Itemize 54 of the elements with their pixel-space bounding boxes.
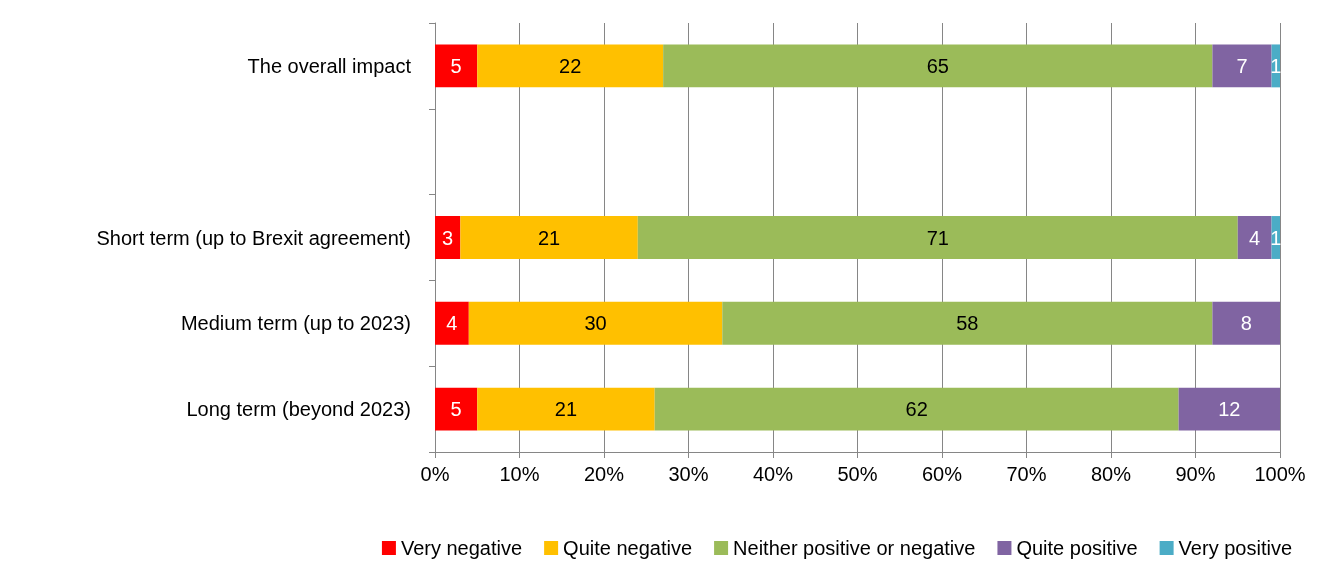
legend-label: Neither positive or negative bbox=[733, 537, 976, 559]
bar bbox=[435, 301, 469, 345]
bar bbox=[435, 216, 461, 259]
data-label: 62 bbox=[905, 398, 928, 421]
data-label: 58 bbox=[956, 312, 979, 335]
data-label: 1 bbox=[1270, 226, 1282, 249]
bar bbox=[435, 44, 478, 88]
y-tick-label: Medium term (up to 2023) bbox=[180, 312, 411, 335]
bar bbox=[460, 216, 638, 259]
x-tick-label: 80% bbox=[1090, 463, 1132, 485]
x-tick-label: 60% bbox=[921, 463, 963, 485]
legend-label: Very negative bbox=[400, 537, 523, 559]
bar bbox=[477, 44, 664, 88]
x-tick-label: 90% bbox=[1175, 463, 1216, 485]
data-label: 1 bbox=[1270, 54, 1282, 77]
x-tick-label: 40% bbox=[752, 463, 794, 485]
x-tick-label: 50% bbox=[837, 463, 878, 485]
x-tick-label: 0% bbox=[420, 463, 450, 485]
x-tick-label: 10% bbox=[499, 463, 540, 485]
legend-label: Very positive bbox=[1178, 537, 1292, 559]
data-label: 12 bbox=[1218, 398, 1241, 421]
bar bbox=[435, 387, 478, 431]
data-label: 71 bbox=[926, 226, 949, 249]
legend-label: Quite negative bbox=[563, 537, 693, 559]
data-label: 21 bbox=[537, 226, 561, 249]
bar bbox=[1212, 301, 1280, 345]
bar bbox=[722, 301, 1213, 345]
bar bbox=[663, 44, 1213, 88]
bar bbox=[1178, 387, 1280, 431]
data-label: 4 bbox=[1249, 226, 1261, 249]
y-tick-label: Long term (beyond 2023) bbox=[186, 398, 411, 421]
data-label: 30 bbox=[584, 312, 607, 335]
data-label: 22 bbox=[559, 54, 582, 77]
bar bbox=[477, 387, 655, 431]
data-label: 7 bbox=[1236, 54, 1248, 77]
bar bbox=[1237, 216, 1272, 259]
x-tick-label: 20% bbox=[583, 463, 625, 485]
bar bbox=[654, 387, 1179, 431]
legend-label: Quite positive bbox=[1016, 537, 1138, 559]
bar bbox=[637, 216, 1238, 259]
x-tick-label: 100% bbox=[1254, 463, 1306, 485]
x-tick-label: 30% bbox=[668, 463, 709, 485]
data-label: 4 bbox=[446, 312, 458, 335]
data-label: 8 bbox=[1240, 312, 1252, 335]
x-tick-label: 70% bbox=[1006, 463, 1047, 485]
data-label: 5 bbox=[450, 398, 462, 421]
data-label: 65 bbox=[926, 54, 949, 77]
data-label: 3 bbox=[442, 226, 454, 249]
y-tick-label: Short term (up to Brexit agreement) bbox=[96, 226, 411, 249]
y-tick-label: The overall impact bbox=[247, 54, 412, 77]
data-label: 5 bbox=[450, 54, 462, 77]
bar bbox=[1212, 44, 1272, 88]
bar bbox=[468, 301, 723, 345]
data-label: 21 bbox=[554, 398, 578, 421]
